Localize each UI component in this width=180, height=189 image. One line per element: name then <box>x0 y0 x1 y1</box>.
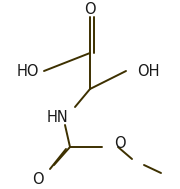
Text: O: O <box>32 171 44 187</box>
Text: O: O <box>114 136 126 150</box>
Text: O: O <box>84 2 96 16</box>
Text: HN: HN <box>46 109 68 125</box>
Text: OH: OH <box>137 64 159 78</box>
Text: HO: HO <box>17 64 39 78</box>
